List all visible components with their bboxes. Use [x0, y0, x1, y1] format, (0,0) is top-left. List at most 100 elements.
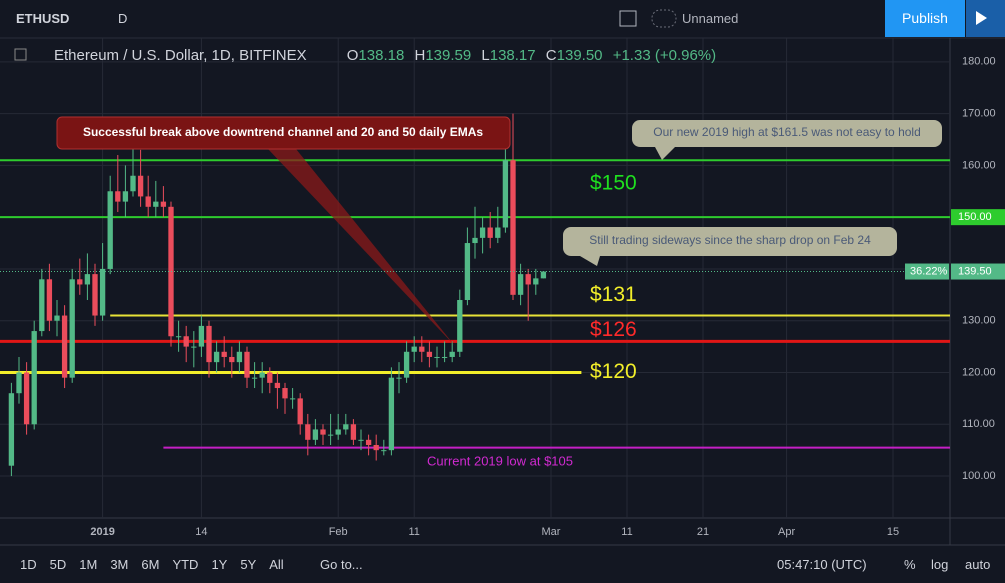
candle-body: [533, 278, 539, 285]
range-button[interactable]: 6M: [141, 557, 160, 572]
x-tick-label: 14: [195, 526, 207, 538]
candle-body: [191, 346, 197, 348]
candle-body: [495, 227, 501, 238]
breakout-text: Successful break above downtrend channel…: [83, 125, 483, 139]
x-tick-label: 21: [697, 526, 709, 538]
range-button[interactable]: YTD: [172, 557, 199, 572]
compare-icon[interactable]: [14, 48, 27, 61]
candle-body: [502, 160, 509, 228]
pct-toggle[interactable]: %: [904, 557, 916, 572]
candle-body: [198, 325, 205, 347]
high-callout: [632, 120, 942, 147]
candle-body: [183, 336, 189, 347]
candle-body: [137, 175, 144, 197]
range-button[interactable]: All: [269, 557, 284, 572]
checkbox-icon[interactable]: [619, 10, 637, 27]
candle-body: [320, 429, 326, 435]
l-value: 138.17: [489, 47, 536, 64]
candle-body: [31, 331, 37, 425]
candle-body: [479, 227, 486, 238]
range-button[interactable]: 3M: [110, 557, 129, 572]
candle-body: [464, 243, 471, 301]
play-icon: [976, 11, 987, 25]
cloud-icon: [651, 9, 677, 28]
candle-body: [327, 434, 334, 436]
range-button[interactable]: 5D: [49, 557, 67, 572]
candle-body: [23, 372, 30, 425]
candle-body: [206, 325, 212, 363]
candle-body: [16, 372, 22, 394]
candle-body: [517, 274, 524, 295]
candle-body: [54, 315, 60, 321]
candle-body: [92, 274, 98, 316]
candle-body: [487, 227, 493, 238]
candle-body: [305, 424, 311, 440]
range-button[interactable]: 1Y: [211, 557, 228, 572]
candle-body: [130, 175, 136, 192]
price-badge-label: 139.50: [958, 265, 992, 277]
y-tick-label: 170.00: [962, 108, 996, 120]
low-text: Current 2019 low at $105: [427, 453, 573, 468]
candle-body: [312, 429, 319, 440]
y-tick-label: 160.00: [962, 159, 996, 171]
candle-body: [343, 424, 349, 430]
clock: 05:47:10 (UTC): [777, 557, 867, 572]
candle-body: [77, 279, 83, 285]
y-tick-label: 130.00: [962, 315, 996, 327]
interval[interactable]: D: [118, 11, 128, 26]
candle-body: [61, 315, 68, 378]
candle-body: [69, 279, 75, 378]
x-tick-label: Apr: [778, 526, 795, 538]
x-tick-label: 2019: [90, 526, 114, 538]
candle-body: [251, 377, 258, 379]
x-tick-label: 15: [887, 526, 899, 538]
breakout-callout: [56, 116, 511, 150]
log-toggle[interactable]: log: [931, 557, 949, 572]
level-label: $126: [590, 318, 637, 341]
candle-body: [510, 160, 516, 295]
sideways-pointer: [580, 256, 600, 266]
candle-body: [99, 268, 106, 316]
range-button[interactable]: 5Y: [240, 557, 257, 572]
candle-body: [411, 346, 417, 352]
candle-body: [358, 439, 364, 441]
candle-body: [297, 398, 303, 425]
candle-body: [115, 191, 121, 202]
candle-body: [122, 191, 129, 202]
legend-title: Ethereum / U.S. Dollar, 1D, BITFINEX O13…: [54, 47, 716, 64]
price-badge: [951, 209, 1005, 226]
candle-body: [107, 191, 113, 269]
layout-name[interactable]: Unnamed: [682, 11, 739, 26]
auto-toggle[interactable]: auto: [965, 557, 991, 572]
pct-badge-label: 36.22%: [910, 265, 948, 277]
publish-label[interactable]: Publish: [902, 10, 948, 26]
goto[interactable]: Go to...: [320, 557, 363, 572]
candle-body: [221, 351, 227, 357]
o-key: O: [346, 47, 359, 64]
o-value: 138.18: [358, 47, 405, 64]
change: +1.33: [612, 47, 651, 64]
candle-body: [540, 271, 547, 279]
candle-body: [175, 336, 182, 338]
x-tick-label: Mar: [542, 526, 561, 538]
candle-body: [153, 201, 159, 207]
y-tick-label: 100.00: [962, 470, 996, 482]
level-label: $150: [590, 172, 637, 195]
range-buttons: 1D 5D 1M 3M 6M YTD 1Y 5Y All: [20, 557, 297, 572]
x-tick-label: Feb: [329, 526, 348, 538]
candle-body: [373, 444, 379, 451]
symbol-name: Ethereum / U.S. Dollar, 1D, BITFINEX: [54, 47, 307, 64]
publish-button[interactable]: [885, 0, 965, 37]
range-button[interactable]: 1M: [79, 557, 98, 572]
symbol[interactable]: ETHUSD: [16, 11, 70, 26]
candle-body: [434, 356, 440, 358]
candle-body: [457, 300, 463, 352]
candle-body: [388, 377, 395, 451]
c-key: C: [545, 47, 557, 64]
x-tick-label: 11: [621, 526, 632, 538]
sideways-text: Still trading sideways since the sharp d…: [589, 233, 871, 247]
toolbar-bg: [0, 0, 1005, 38]
range-button[interactable]: 1D: [20, 557, 37, 572]
